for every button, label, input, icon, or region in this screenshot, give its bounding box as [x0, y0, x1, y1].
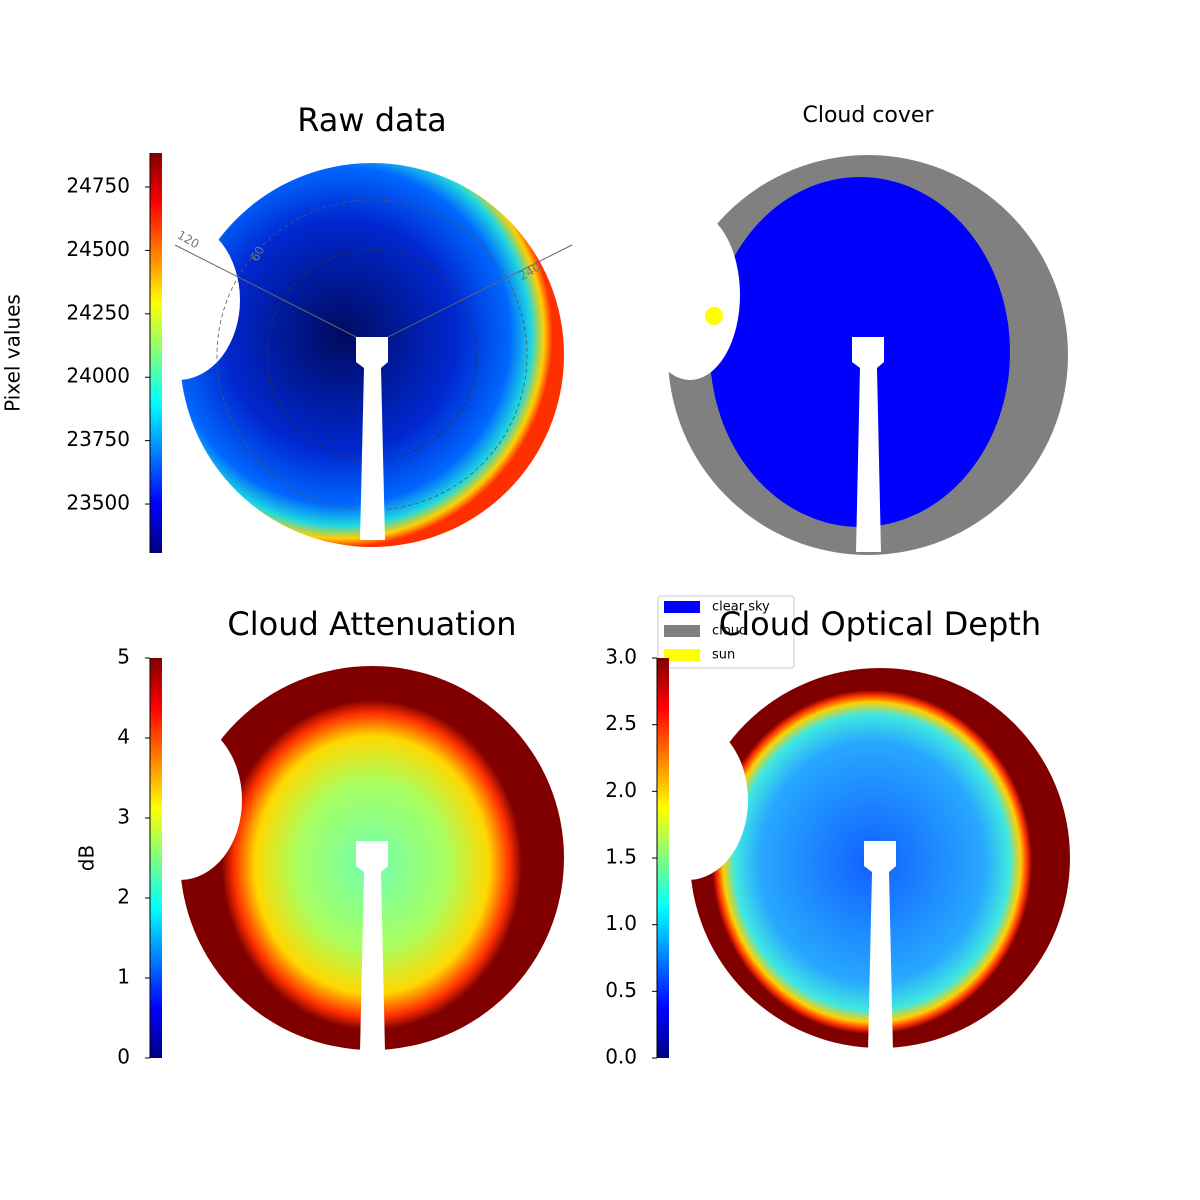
colorbar	[150, 658, 162, 1058]
legend-label: cloud	[712, 624, 747, 639]
colorbar-tick-label: 24750	[66, 173, 130, 197]
colorbar-tick-label: 5	[117, 645, 130, 669]
colorbar-tick-label: 24500	[66, 237, 130, 261]
colorbar-tick-label: 23500	[66, 491, 130, 515]
colorbar-label: dB	[75, 845, 99, 871]
colorbar-tick-label: 23750	[66, 427, 130, 451]
polar-label: 60	[248, 244, 268, 264]
colorbar-tick-label: 1.0	[605, 911, 637, 935]
optical-depth-image	[628, 668, 1070, 1052]
colorbar-label: Pixel values	[1, 294, 25, 412]
colorbar	[150, 153, 162, 553]
colorbar-tick-label: 0	[117, 1045, 130, 1069]
colorbar	[657, 658, 669, 1058]
legend-label: sun	[712, 648, 735, 663]
sky-image	[116, 163, 573, 547]
panel-title: Cloud Attenuation	[227, 605, 516, 643]
legend-swatch	[664, 601, 700, 613]
legend-swatch	[664, 625, 700, 637]
cloud-mask	[640, 155, 1068, 555]
colorbar-tick-label: 0.5	[605, 978, 637, 1002]
panel-title: Cloud cover	[803, 103, 935, 128]
colorbar-tick-label: 24000	[66, 364, 130, 388]
colorbar-tick-label: 2.5	[605, 711, 637, 735]
colorbar-tick-label: 4	[117, 725, 130, 749]
legend-label: clear sky	[712, 600, 770, 615]
colorbar-tick-label: 0.0	[605, 1045, 637, 1069]
colorbar-tick-label: 3.0	[605, 645, 637, 669]
attenuation-image	[118, 666, 564, 1052]
panel-title: Cloud Optical Depth	[719, 605, 1041, 643]
colorbar-tick-label: 2.0	[605, 778, 637, 802]
colorbar-tick-label: 3	[117, 805, 130, 829]
colorbar-tick-label: 2	[117, 885, 130, 909]
colorbar-tick-label: 1	[117, 965, 130, 989]
colorbar-tick-label: 1.5	[605, 845, 637, 869]
panel-title: Raw data	[297, 101, 447, 139]
colorbar-tick-label: 24250	[66, 300, 130, 324]
legend-swatch	[664, 649, 700, 661]
